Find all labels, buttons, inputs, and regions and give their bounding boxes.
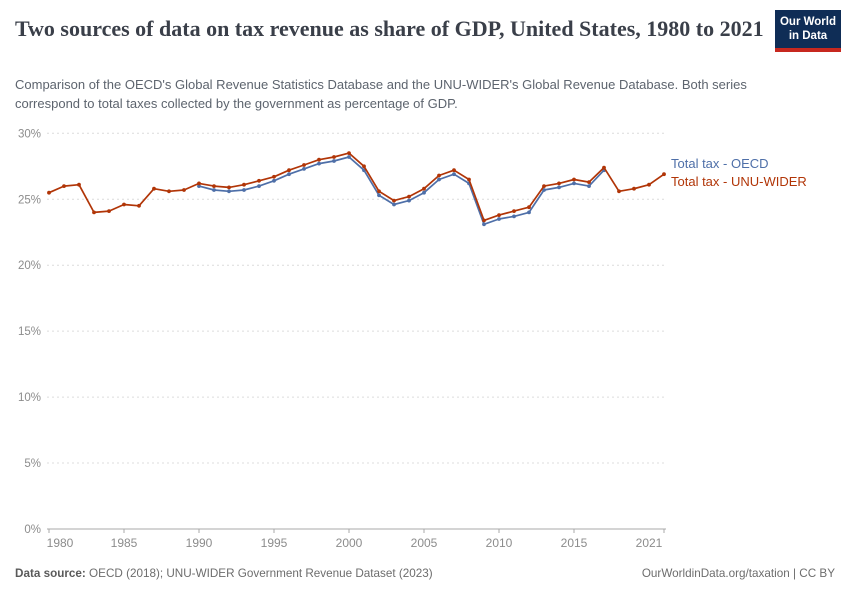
data-point-unu-wider-2004[interactable]: [407, 194, 411, 199]
owid-logo-line1: Our World: [779, 16, 836, 28]
y-tick-label-15: 15%: [18, 326, 41, 338]
legend-item-unu-wider[interactable]: Total tax - UNU-WIDER: [671, 174, 807, 189]
data-point-oecd-2014[interactable]: [557, 185, 561, 190]
data-point-oecd-1995[interactable]: [272, 178, 276, 183]
data-point-unu-wider-2015[interactable]: [572, 177, 576, 182]
data-point-oecd-1996[interactable]: [287, 172, 291, 177]
data-point-unu-wider-2003[interactable]: [392, 198, 396, 203]
data-source-note: Data source: OECD (2018); UNU-WIDER Gove…: [15, 567, 433, 580]
data-point-unu-wider-2010[interactable]: [497, 213, 501, 218]
data-point-oecd-2004[interactable]: [407, 198, 411, 203]
chart-footer: Data source: OECD (2018); UNU-WIDER Gove…: [15, 567, 835, 580]
data-point-oecd-1991[interactable]: [212, 188, 216, 192]
data-point-unu-wider-1989[interactable]: [182, 188, 186, 192]
data-point-oecd-2002[interactable]: [377, 193, 381, 198]
page-title: Two sources of data on tax revenue as sh…: [15, 16, 764, 41]
y-tick-label-20: 20%: [18, 260, 41, 272]
data-point-unu-wider-2008[interactable]: [467, 177, 471, 182]
data-point-unu-wider-1996[interactable]: [287, 168, 291, 173]
data-point-unu-wider-1986[interactable]: [137, 203, 141, 208]
data-point-unu-wider-1995[interactable]: [272, 174, 276, 179]
data-point-oecd-2006[interactable]: [437, 177, 441, 182]
series-line-unu-wider[interactable]: [48, 152, 665, 222]
data-point-unu-wider-2013[interactable]: [542, 184, 546, 189]
data-point-unu-wider-1984[interactable]: [107, 209, 111, 214]
data-point-unu-wider-1981[interactable]: [62, 184, 66, 189]
data-point-oecd-1997[interactable]: [302, 167, 306, 171]
data-point-oecd-2007[interactable]: [452, 172, 456, 177]
data-point-unu-wider-2007[interactable]: [452, 168, 456, 173]
data-point-unu-wider-2012[interactable]: [527, 205, 531, 210]
y-tick-label-5: 5%: [24, 458, 41, 470]
data-point-unu-wider-1991[interactable]: [212, 184, 216, 189]
x-tick-label-2015: 2015: [561, 536, 588, 550]
owid-url-license-link[interactable]: OurWorldinData.org/taxation | CC BY: [641, 567, 835, 580]
data-point-unu-wider-2009[interactable]: [482, 218, 486, 223]
data-point-oecd-2012[interactable]: [527, 210, 531, 215]
x-tick-label-2005: 2005: [411, 536, 438, 550]
data-point-oecd-2010[interactable]: [497, 217, 501, 221]
data-point-unu-wider-2011[interactable]: [512, 209, 516, 214]
data-point-unu-wider-1988[interactable]: [167, 189, 171, 194]
data-point-unu-wider-1983[interactable]: [92, 210, 96, 215]
chart-subtitle: Comparison of the OECD's Global Revenue …: [15, 77, 747, 111]
x-tick-label-2000: 2000: [336, 536, 363, 550]
data-point-unu-wider-2016[interactable]: [587, 180, 591, 185]
data-point-unu-wider-2002[interactable]: [377, 189, 381, 194]
data-point-oecd-2013[interactable]: [542, 188, 546, 192]
owid-logo[interactable]: Our World in Data: [775, 10, 841, 52]
data-point-unu-wider-2001[interactable]: [362, 164, 366, 169]
data-point-oecd-1999[interactable]: [332, 159, 336, 163]
data-point-unu-wider-2005[interactable]: [422, 186, 426, 191]
data-point-unu-wider-2006[interactable]: [437, 173, 441, 178]
data-point-oecd-2000[interactable]: [347, 155, 351, 159]
x-tick-label-2010: 2010: [486, 536, 513, 550]
data-point-oecd-2009[interactable]: [482, 222, 486, 227]
data-point-unu-wider-2017[interactable]: [602, 165, 606, 170]
data-point-unu-wider-1997[interactable]: [302, 163, 306, 167]
data-point-unu-wider-1980[interactable]: [47, 190, 51, 195]
x-tick-label-1985: 1985: [111, 536, 138, 550]
data-point-oecd-2005[interactable]: [422, 190, 426, 195]
data-point-oecd-1990[interactable]: [197, 184, 201, 189]
x-tick-label-1980: 1980: [47, 536, 74, 550]
x-tick-label-2021: 2021: [636, 536, 663, 550]
data-source-text: OECD (2018); UNU-WIDER Government Revenu…: [85, 567, 433, 580]
x-tick-label-1990: 1990: [186, 536, 213, 550]
series-line-oecd[interactable]: [198, 156, 605, 226]
data-point-unu-wider-2000[interactable]: [347, 151, 351, 156]
data-point-unu-wider-1999[interactable]: [332, 155, 336, 159]
data-point-unu-wider-2018[interactable]: [617, 189, 621, 194]
y-tick-label-25: 25%: [18, 194, 41, 206]
data-point-unu-wider-1990[interactable]: [197, 181, 201, 186]
y-tick-label-30: 30%: [18, 128, 41, 140]
data-point-unu-wider-1992[interactable]: [227, 185, 231, 190]
data-point-unu-wider-1998[interactable]: [317, 157, 321, 162]
data-point-unu-wider-2019[interactable]: [632, 186, 636, 191]
data-point-unu-wider-1985[interactable]: [122, 202, 126, 207]
data-point-oecd-2003[interactable]: [392, 202, 396, 207]
data-point-unu-wider-2021[interactable]: [662, 172, 666, 177]
data-point-oecd-2011[interactable]: [512, 214, 516, 219]
data-point-unu-wider-1987[interactable]: [152, 186, 156, 191]
y-tick-label-0: 0%: [24, 524, 41, 536]
data-point-oecd-1993[interactable]: [242, 188, 246, 192]
y-tick-label-10: 10%: [18, 392, 41, 404]
data-point-unu-wider-2014[interactable]: [557, 181, 561, 186]
data-point-unu-wider-1982[interactable]: [77, 182, 81, 187]
data-point-oecd-1998[interactable]: [317, 161, 321, 166]
data-point-unu-wider-1993[interactable]: [242, 182, 246, 187]
data-point-oecd-2015[interactable]: [572, 181, 576, 186]
legend-item-oecd[interactable]: Total tax - OECD: [671, 156, 769, 171]
data-source-label: Data source:: [15, 567, 86, 580]
data-point-unu-wider-1994[interactable]: [257, 178, 261, 183]
data-point-oecd-2016[interactable]: [587, 184, 591, 189]
data-point-unu-wider-2020[interactable]: [647, 182, 651, 187]
data-point-oecd-1992[interactable]: [227, 189, 231, 194]
data-point-oecd-1994[interactable]: [257, 184, 261, 189]
owid-logo-line2: in Data: [788, 29, 828, 42]
x-tick-label-1995: 1995: [261, 536, 288, 550]
